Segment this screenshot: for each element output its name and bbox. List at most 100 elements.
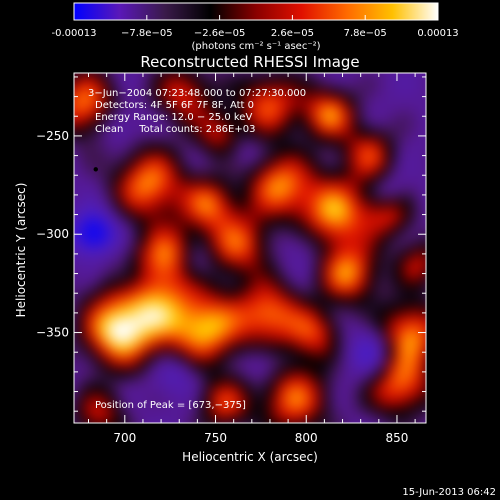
heatmap-cell bbox=[426, 321, 435, 330]
heatmap-cell bbox=[314, 377, 323, 386]
heatmap-cell bbox=[378, 305, 387, 314]
heatmap-cell bbox=[138, 353, 147, 362]
heatmap-cell bbox=[378, 73, 387, 74]
heatmap-cell bbox=[202, 241, 211, 250]
heatmap-cell bbox=[290, 249, 299, 258]
heatmap-cell bbox=[258, 297, 267, 306]
heatmap-cell bbox=[298, 129, 307, 138]
heatmap-cell bbox=[154, 105, 163, 114]
heatmap-cell bbox=[330, 73, 339, 82]
heatmap-cell bbox=[82, 337, 91, 346]
heatmap-cell bbox=[394, 329, 403, 338]
heatmap-cell bbox=[410, 161, 419, 170]
heatmap-cell bbox=[138, 289, 147, 298]
heatmap-cell bbox=[242, 353, 251, 362]
annotation-peak: Position of Peak = [673,−375] bbox=[95, 400, 246, 411]
heatmap-cell bbox=[402, 225, 411, 234]
heatmap-cell bbox=[210, 289, 219, 298]
heatmap-cell bbox=[154, 385, 163, 394]
heatmap-cell bbox=[314, 361, 323, 370]
heatmap-cell bbox=[306, 273, 315, 282]
heatmap-cell bbox=[162, 105, 171, 114]
heatmap-cell bbox=[162, 249, 171, 258]
heatmap-cell bbox=[98, 305, 107, 314]
heatmap-cell bbox=[426, 393, 435, 402]
heatmap-cell bbox=[210, 273, 219, 282]
heatmap-cell bbox=[98, 121, 107, 130]
heatmap-cell bbox=[178, 361, 187, 370]
heatmap-cell bbox=[282, 185, 291, 194]
heatmap-cell bbox=[330, 201, 339, 210]
heatmap-cell bbox=[418, 225, 426, 234]
heatmap-cell bbox=[338, 369, 347, 378]
heatmap-cell bbox=[234, 353, 243, 362]
heatmap-cell bbox=[106, 137, 115, 146]
heatmap-cell bbox=[210, 209, 219, 218]
heatmap-cell bbox=[354, 209, 363, 218]
heatmap-cell bbox=[90, 249, 99, 258]
heatmap-cell bbox=[274, 321, 283, 330]
heatmap-cell bbox=[250, 321, 259, 330]
heatmap-cell bbox=[194, 241, 203, 250]
heatmap-cell bbox=[370, 265, 379, 274]
heatmap-cell bbox=[170, 249, 179, 258]
heatmap-cell bbox=[226, 137, 235, 146]
heatmap-cell bbox=[322, 321, 331, 330]
heatmap-cell bbox=[378, 329, 387, 338]
heatmap-cell bbox=[82, 281, 91, 290]
heatmap-cell bbox=[370, 369, 379, 378]
heatmap-cell bbox=[242, 225, 251, 234]
heatmap-cell bbox=[194, 305, 203, 314]
heatmap-cell bbox=[82, 305, 91, 314]
heatmap-cell bbox=[74, 361, 75, 370]
heatmap-cell bbox=[362, 233, 371, 242]
heatmap-cell bbox=[250, 97, 259, 106]
heatmap-cell bbox=[186, 281, 195, 290]
heatmap-cell bbox=[314, 89, 323, 98]
heatmap-cell bbox=[250, 377, 259, 386]
heatmap-cell bbox=[418, 393, 426, 402]
heatmap-cell bbox=[426, 193, 435, 202]
heatmap-cell bbox=[370, 97, 379, 106]
heatmap-cell bbox=[170, 385, 179, 394]
heatmap-cell bbox=[306, 329, 315, 338]
heatmap-cell bbox=[362, 313, 371, 322]
heatmap-cell bbox=[106, 313, 115, 322]
heatmap-cell bbox=[210, 97, 219, 106]
heatmap-cell bbox=[370, 153, 379, 162]
heatmap-cell bbox=[362, 337, 371, 346]
heatmap-cell bbox=[330, 305, 339, 314]
heatmap-cell bbox=[394, 377, 403, 386]
heatmap-cell bbox=[170, 321, 179, 330]
heatmap-cell bbox=[194, 153, 203, 162]
heatmap-cell bbox=[234, 417, 243, 423]
heatmap-cell bbox=[106, 297, 115, 306]
heatmap-cell bbox=[122, 249, 131, 258]
heatmap-cell bbox=[394, 273, 403, 282]
heatmap-cell bbox=[282, 417, 291, 423]
heatmap-cell bbox=[322, 185, 331, 194]
heatmap-cell bbox=[186, 121, 195, 130]
heatmap-cell bbox=[106, 409, 115, 418]
heatmap-cell bbox=[178, 329, 187, 338]
heatmap-cell bbox=[322, 297, 331, 306]
heatmap-cell bbox=[242, 361, 251, 370]
heatmap-cell bbox=[418, 249, 426, 258]
heatmap-cell bbox=[354, 153, 363, 162]
heatmap-cell bbox=[202, 345, 211, 354]
heatmap-cell bbox=[394, 361, 403, 370]
heatmap-cell bbox=[362, 409, 371, 418]
heatmap-cell bbox=[410, 329, 419, 338]
heatmap-cell bbox=[306, 257, 315, 266]
heatmap-cell bbox=[202, 193, 211, 202]
heatmap-cell bbox=[290, 353, 299, 362]
heatmap-cell bbox=[378, 89, 387, 98]
heatmap-cell bbox=[234, 425, 243, 434]
heatmap-cell bbox=[418, 425, 427, 434]
heatmap-cell bbox=[74, 313, 75, 322]
heatmap-cell bbox=[202, 217, 211, 226]
heatmap-cell bbox=[82, 161, 91, 170]
heatmap-cell bbox=[346, 217, 355, 226]
heatmap-cell bbox=[290, 385, 299, 394]
heatmap-cell bbox=[130, 281, 139, 290]
